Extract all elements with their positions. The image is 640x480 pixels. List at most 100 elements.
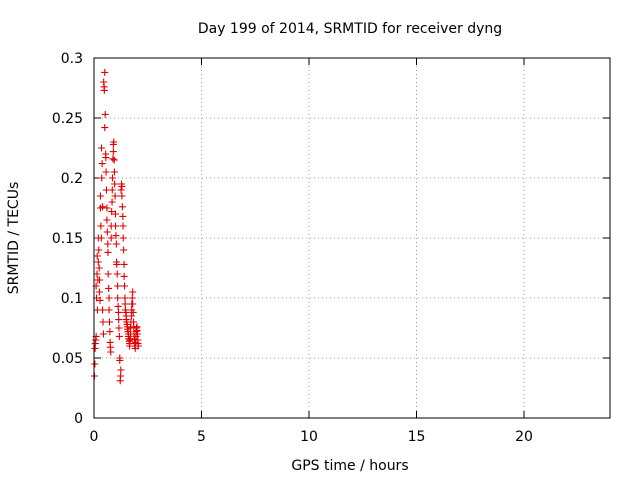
- grid: [94, 58, 610, 418]
- data-point: [112, 240, 120, 248]
- data-point: [119, 234, 127, 242]
- data-point: [108, 208, 116, 216]
- data-point: [114, 302, 122, 310]
- data-point: [98, 144, 106, 152]
- data-point: [115, 308, 123, 316]
- x-tick-label: 5: [197, 429, 206, 445]
- data-point: [105, 306, 113, 314]
- data-point: [120, 272, 128, 280]
- data-point: [97, 234, 105, 242]
- data-point: [93, 252, 101, 260]
- data-point: [127, 312, 135, 320]
- data-point: [111, 192, 119, 200]
- data-point: [101, 68, 109, 76]
- data-point: [107, 348, 115, 356]
- data-point: [112, 232, 120, 240]
- data-point: [105, 284, 113, 292]
- data-point: [118, 192, 126, 200]
- data-point: [115, 316, 123, 324]
- data-point: [116, 356, 124, 364]
- data-point: [101, 110, 109, 118]
- data-point: [99, 318, 107, 326]
- x-tick-label: 10: [300, 429, 318, 445]
- data-point: [108, 174, 116, 182]
- data-point: [114, 282, 122, 290]
- x-tick-label: 15: [408, 429, 426, 445]
- data-point: [106, 328, 114, 336]
- y-tick-label: 0: [74, 411, 83, 427]
- data-point: [134, 342, 142, 350]
- chart-title: Day 199 of 2014, SRMTID for receiver dyn…: [198, 21, 502, 37]
- data-point: [117, 372, 125, 380]
- data-point: [101, 124, 109, 132]
- data-point: [96, 192, 104, 200]
- data-point: [120, 260, 128, 268]
- data-point: [102, 154, 110, 162]
- data-points: [90, 68, 142, 385]
- data-point: [115, 332, 123, 340]
- plot-border: [93, 57, 611, 419]
- data-point: [113, 260, 121, 268]
- data-point: [110, 138, 118, 146]
- data-point: [126, 336, 134, 344]
- data-point: [128, 294, 136, 302]
- data-point: [129, 288, 137, 296]
- data-point: [98, 174, 106, 182]
- data-point: [99, 203, 107, 211]
- data-point: [91, 360, 99, 368]
- data-point: [99, 330, 107, 338]
- data-point: [109, 148, 117, 156]
- data-point: [112, 222, 119, 230]
- data-point: [112, 210, 119, 218]
- data-point: [95, 246, 103, 254]
- data-point: [97, 222, 105, 230]
- data-point: [98, 160, 106, 168]
- data-point: [133, 330, 141, 338]
- data-point: [110, 156, 118, 164]
- data-point: [111, 180, 119, 188]
- y-ticks: 0 0.05 0.1 0.15 0.2 0.25 0.3: [52, 51, 610, 427]
- data-point: [118, 203, 126, 211]
- data-point: [103, 216, 111, 224]
- data-point: [105, 294, 113, 302]
- data-point: [113, 270, 121, 278]
- y-tick-label: 0.05: [52, 351, 83, 367]
- data-point: [103, 204, 111, 212]
- data-point: [109, 155, 117, 163]
- data-point: [119, 222, 127, 230]
- y-tick-label: 0.3: [61, 51, 83, 67]
- data-point: [94, 258, 102, 266]
- x-ticks: 0 5 10 15 20: [90, 58, 533, 445]
- y-tick-label: 0.15: [52, 231, 83, 247]
- data-point: [95, 264, 103, 272]
- data-point: [117, 186, 125, 194]
- data-point: [108, 186, 116, 194]
- data-point: [99, 306, 107, 314]
- data-point: [104, 240, 112, 248]
- data-point: [129, 308, 137, 316]
- data-point: [121, 294, 129, 302]
- data-point: [93, 270, 101, 278]
- data-point: [104, 248, 112, 256]
- data-point: [108, 198, 116, 206]
- data-point: [129, 300, 137, 308]
- data-point: [119, 212, 127, 220]
- data-point: [117, 366, 125, 374]
- y-tick-label: 0.2: [61, 171, 83, 187]
- x-tick-label: 20: [515, 429, 533, 445]
- data-point: [96, 296, 104, 304]
- data-point: [104, 270, 112, 278]
- data-point: [95, 288, 103, 296]
- data-point: [118, 182, 126, 190]
- data-point: [105, 318, 113, 326]
- data-point: [121, 300, 129, 308]
- data-point: [102, 168, 110, 176]
- x-tick-label: 0: [90, 429, 99, 445]
- data-point: [127, 324, 135, 332]
- data-point: [103, 228, 111, 236]
- data-point: [96, 276, 104, 284]
- data-point: [110, 168, 118, 176]
- data-point: [115, 324, 123, 332]
- y-tick-label: 0.1: [61, 291, 83, 307]
